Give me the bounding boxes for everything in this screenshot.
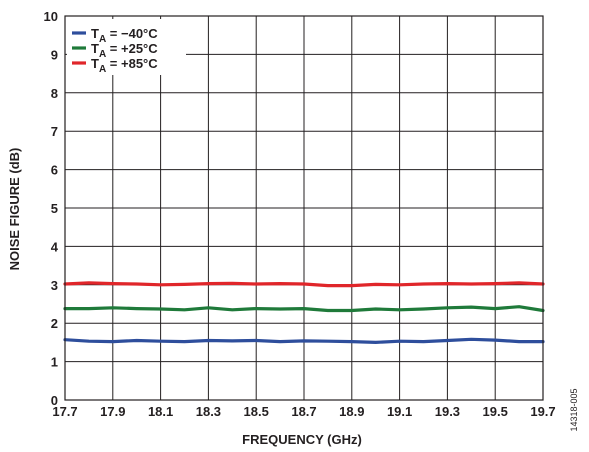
x-tick-label: 18.5 bbox=[244, 404, 269, 419]
x-tick-label: 17.9 bbox=[100, 404, 125, 419]
x-tick-label: 18.7 bbox=[291, 404, 316, 419]
plot-frame bbox=[64, 15, 544, 401]
legend-label: TA = −40°C bbox=[91, 26, 158, 45]
x-tick-labels: 17.7 17.9 18.1 18.3 18.5 18.7 18.9 19.1 19.3 19.5… bbox=[52, 404, 555, 419]
x-tick-label: 18.3 bbox=[196, 404, 221, 419]
legend-label: TA = +25°C bbox=[91, 41, 158, 60]
y-tick-label: 8 bbox=[51, 86, 58, 101]
y-tick-label: 1 bbox=[51, 355, 58, 370]
series-line-1 bbox=[63, 337, 545, 344]
y-tick-labels: 0 1 2 3 4 5 6 7 8 9 10 bbox=[44, 9, 59, 408]
y-tick-label: 9 bbox=[51, 47, 58, 62]
x-tick-label: 19.3 bbox=[435, 404, 460, 419]
figure-id: 14318-005 bbox=[569, 388, 579, 431]
x-axis-title: FREQUENCY (GHz) bbox=[242, 432, 362, 447]
y-tick-label: 7 bbox=[51, 124, 58, 139]
y-tick-label: 3 bbox=[51, 278, 58, 293]
x-tick-label: 17.7 bbox=[52, 404, 77, 419]
y-tick-label: 6 bbox=[51, 163, 58, 178]
y-tick-label: 5 bbox=[51, 201, 58, 216]
x-tick-label: 19.1 bbox=[387, 404, 412, 419]
y-tick-label: 4 bbox=[51, 239, 59, 254]
x-tick-label: 19.7 bbox=[530, 404, 555, 419]
series-line-3 bbox=[63, 281, 545, 288]
legend-background bbox=[67, 19, 186, 75]
x-tick-label: 19.5 bbox=[483, 404, 508, 419]
y-tick-label: 2 bbox=[51, 316, 58, 331]
series-line-2 bbox=[63, 305, 545, 313]
x-tick-label: 18.1 bbox=[148, 404, 173, 419]
legend-label: TA = +85°C bbox=[91, 56, 158, 75]
y-tick-label: 10 bbox=[44, 9, 58, 24]
y-axis-title: NOISE FIGURE (dB) bbox=[7, 148, 22, 271]
legend: TA = −40°CTA = +25°CTA = +85°C bbox=[67, 19, 186, 75]
x-tick-label: 18.9 bbox=[339, 404, 364, 419]
series-lines bbox=[63, 281, 545, 344]
y-tick-label: 0 bbox=[51, 393, 58, 408]
